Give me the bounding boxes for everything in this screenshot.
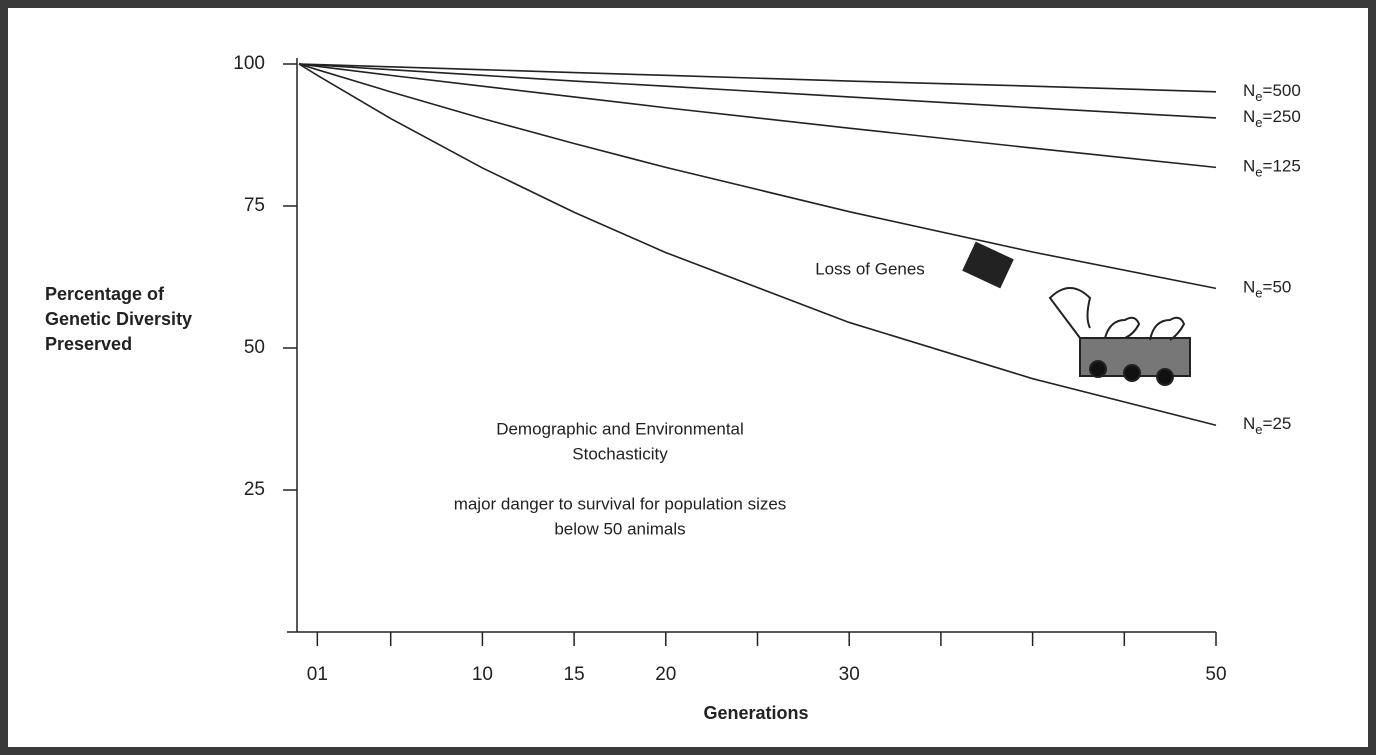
series-label-part: N xyxy=(1243,278,1255,297)
series-label-part: =125 xyxy=(1263,157,1301,176)
annotation: major danger to survival for population … xyxy=(454,494,787,513)
chart: Generations Percentage of Genetic Divers… xyxy=(0,0,1376,755)
series-label-part: N xyxy=(1243,81,1255,100)
y-axis-title: Genetic Diversity xyxy=(45,309,192,329)
x-tick-label: 01 xyxy=(307,664,328,685)
series-label-sub: e xyxy=(1255,286,1262,301)
series-label-part: N xyxy=(1243,157,1255,176)
y-axis-title: Percentage of xyxy=(45,284,165,304)
annotation: Demographic and Environmental xyxy=(496,419,744,438)
y-axis-title: Preserved xyxy=(45,334,132,354)
y-tick-label: 25 xyxy=(244,479,265,500)
series-label-sub: e xyxy=(1255,115,1262,130)
series-label-part: =50 xyxy=(1263,278,1292,297)
series-label-sub: e xyxy=(1255,89,1262,104)
x-tick-label: 50 xyxy=(1205,664,1226,685)
x-tick-label: 30 xyxy=(839,664,860,685)
x-tick-label: 15 xyxy=(564,664,585,685)
y-tick-label: 50 xyxy=(244,337,265,358)
annotation: Stochasticity xyxy=(572,444,668,463)
series-label-part: =25 xyxy=(1263,415,1292,434)
series-label-part: =250 xyxy=(1263,107,1301,126)
x-tick-label: 10 xyxy=(472,664,493,685)
annotation: below 50 animals xyxy=(554,519,685,538)
annotation: Loss of Genes xyxy=(815,259,925,278)
y-tick-label: 75 xyxy=(244,195,265,216)
x-tick-label: 20 xyxy=(655,664,676,685)
x-axis-title: Generations xyxy=(703,703,808,723)
series-label-sub: e xyxy=(1255,423,1262,438)
series-label-part: N xyxy=(1243,415,1255,434)
series-label-part: N xyxy=(1243,107,1255,126)
series-label-sub: e xyxy=(1255,165,1262,180)
series-label-part: =500 xyxy=(1263,81,1301,100)
y-tick-label: 100 xyxy=(233,53,265,74)
